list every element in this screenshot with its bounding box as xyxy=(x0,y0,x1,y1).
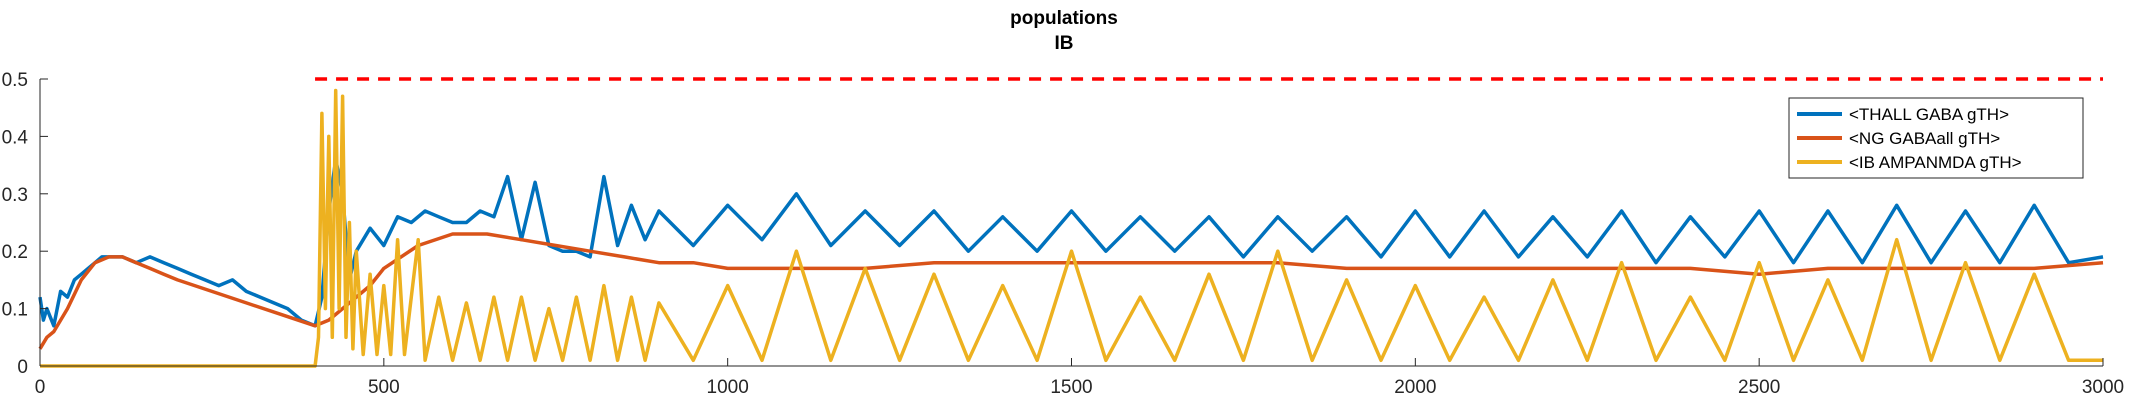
axes-box xyxy=(40,79,2103,366)
chart-title-line-2: IB xyxy=(1055,33,1074,54)
axis-layer: 0 500 1000 1500 2000 2500 3000 0 0.1 0.2 0.3 0.4 0.5 xyxy=(2,70,2125,398)
x-tick-label: 2000 xyxy=(1394,377,1436,398)
y-tick-label: 0.4 xyxy=(2,127,29,148)
x-tick-label: 500 xyxy=(368,377,400,398)
legend-label-ib: <IB AMPANMDA gTH> xyxy=(1849,153,2022,172)
series-line-thall xyxy=(38,157,2104,328)
x-tick-label: 1000 xyxy=(707,377,749,398)
x-tick-label: 0 xyxy=(35,377,46,398)
x-tick-label: 1500 xyxy=(1050,377,1092,398)
legend-label-thall: <THALL GABA gTH> xyxy=(1849,105,2009,124)
plot-area xyxy=(40,79,2103,366)
x-tick-label: 3000 xyxy=(2082,377,2124,398)
series-line-ib xyxy=(40,88,2103,368)
y-tick-label: 0.5 xyxy=(2,70,28,91)
series-line-ng xyxy=(38,232,2104,350)
y-tick-label: 0.1 xyxy=(2,300,28,321)
legend-label-ng: <NG GABAall gTH> xyxy=(1849,129,2000,148)
series-layer xyxy=(38,77,2104,368)
legend: <THALL GABA gTH> <NG GABAall gTH> <IB AM… xyxy=(1788,97,2084,179)
y-tick-label: 0 xyxy=(17,357,28,378)
y-tick-label: 0.3 xyxy=(2,185,28,206)
y-tick-label: 0.2 xyxy=(2,242,28,263)
x-tick-label: 2500 xyxy=(1738,377,1780,398)
chart-title-line-1: populations xyxy=(1010,8,1118,29)
